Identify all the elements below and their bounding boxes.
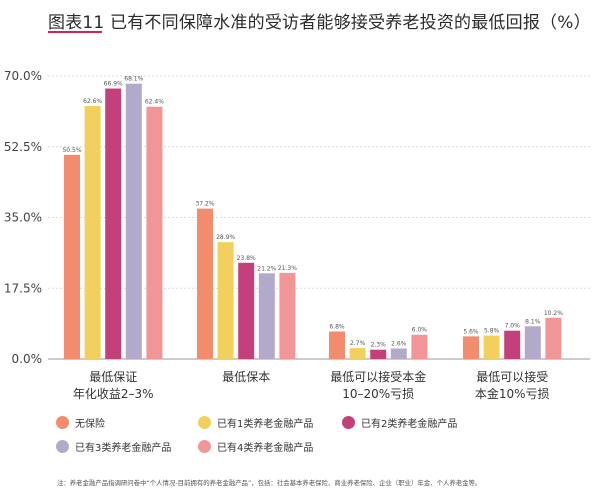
data-label: 23.8% [237, 255, 256, 262]
legend-label: 已有1类养老金融产品 [217, 418, 314, 430]
data-label: 6.8% [329, 324, 345, 331]
data-label: 6.0% [412, 327, 428, 334]
legend-item: 已有2类养老金融产品 [342, 414, 457, 430]
y-tick-label: 70.0% [4, 69, 42, 83]
data-label: 7.0% [505, 323, 521, 330]
x-category-label: 最低可以接受本金 [330, 369, 426, 384]
data-label: 2.6% [391, 340, 407, 347]
bar [125, 83, 142, 359]
legend-swatch [342, 415, 355, 429]
bar [197, 208, 213, 359]
x-category-label: 本金10%亏损 [475, 386, 550, 400]
y-tick-label: 0.0% [12, 352, 43, 366]
legend-label: 已有3类养老金融产品 [75, 442, 172, 454]
bar [238, 262, 255, 359]
legend-swatch [56, 415, 69, 429]
y-tick-label: 17.5% [4, 281, 42, 295]
data-label: 21.3% [278, 265, 297, 272]
bar [217, 242, 234, 359]
data-label: 2.7% [350, 340, 366, 347]
bar [279, 272, 296, 359]
legend-swatch [56, 439, 69, 453]
data-label: 5.6% [463, 328, 479, 335]
data-label: 8.1% [525, 318, 541, 325]
data-label: 5.8% [484, 328, 500, 335]
data-label: 68.1% [124, 76, 143, 83]
legend-item: 已有1类养老金融产品 [198, 414, 313, 430]
x-category-label: 最低可以接受 [476, 369, 548, 384]
data-label: 37.2% [195, 201, 214, 208]
data-label: 10.2% [544, 310, 563, 317]
legend-item: 无保险 [56, 414, 105, 430]
chart-title: 图表11 已有不同保障水准的受访者能够接受养老投资的最低回报（%） [48, 13, 591, 33]
data-label: 62.4% [145, 99, 164, 106]
y-tick-label: 52.5% [4, 140, 42, 154]
bar [545, 317, 562, 359]
bar [146, 106, 163, 360]
bar [84, 105, 101, 359]
x-category-label: 最低保本 [222, 370, 270, 384]
data-label: 21.2% [257, 265, 276, 272]
x-category-label: 最低保证 [89, 370, 137, 384]
y-tick-label: 35.0% [4, 211, 42, 225]
legend-item: 已有4类养老金融产品 [198, 438, 313, 454]
x-category-label: 10–20%亏损 [342, 387, 414, 400]
footnote: 注：养老金融产品指调研问卷中“个人情况-目前拥有的养老金融产品”，包括：社会基本… [57, 479, 482, 487]
legend-swatch [198, 415, 211, 429]
bar [105, 88, 122, 359]
data-label: 66.9% [104, 81, 123, 88]
bar [64, 154, 80, 359]
legend-label: 已有2类养老金融产品 [361, 418, 458, 430]
bar [483, 335, 500, 359]
bar [504, 330, 521, 359]
bar [390, 348, 407, 359]
data-label: 28.9% [216, 234, 235, 241]
bar [349, 348, 366, 359]
title-underline [48, 31, 102, 33]
bar [329, 331, 345, 359]
bar-chart: 0.0% 17.5% 35.0% 52.5% 70.0% 50.5% 37.2% 6.8% 5.… [4, 69, 590, 400]
data-label: 50.5% [62, 147, 81, 154]
bar [411, 334, 428, 359]
bar [524, 326, 541, 359]
legend-swatch [198, 439, 211, 453]
data-label: 62.6% [83, 98, 102, 105]
legend-label: 已有4类养老金融产品 [217, 442, 314, 454]
bar [370, 349, 387, 359]
bar [258, 273, 275, 359]
legend-item: 已有3类养老金融产品 [56, 438, 171, 454]
bar [463, 336, 479, 359]
data-label: 2.3% [371, 342, 387, 349]
legend-label: 无保险 [75, 418, 105, 430]
x-category-label: 年化收益2–3% [73, 387, 154, 400]
